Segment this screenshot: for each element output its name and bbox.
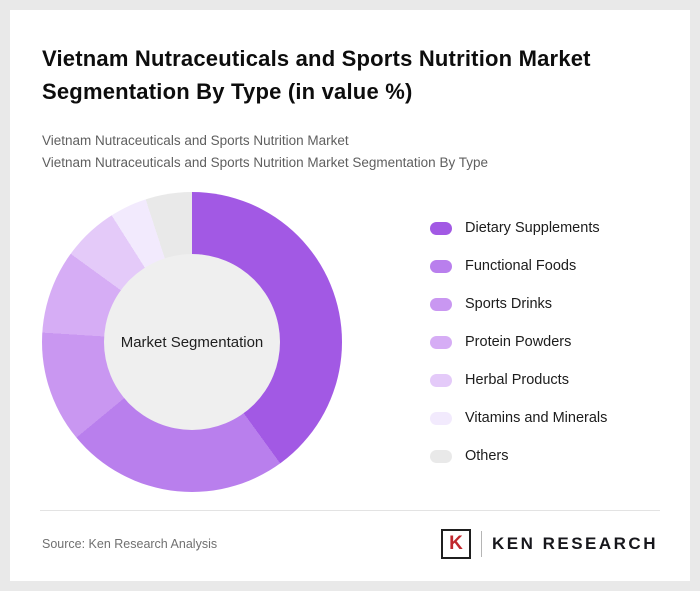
logo-k-monogram: K <box>440 529 471 559</box>
legend-item: Protein Powders <box>430 334 607 350</box>
legend-label: Vitamins and Minerals <box>465 410 608 427</box>
legend: Dietary Supplements Functional Foods Sport… <box>430 220 607 464</box>
page-title: Vietnam Nutraceuticals and Sports Nutrit… <box>42 46 591 104</box>
source-note: Source: Ken Research Analysis <box>42 537 218 551</box>
subtitle-block: Vietnam Nutraceuticals and Sports Nutrit… <box>42 130 660 175</box>
legend-label: Functional Foods <box>465 258 577 275</box>
legend-item: Others <box>430 448 607 464</box>
subtitle-line-1: Vietnam Nutraceuticals and Sports Nutrit… <box>42 133 349 148</box>
legend-swatch <box>430 373 452 387</box>
legend-label: Protein Powders <box>465 334 572 351</box>
donut-center-label: Market Segmentation <box>120 333 264 351</box>
donut-center: Market Segmentation <box>104 254 280 431</box>
ken-research-logo: K KEN RESEARCH <box>440 529 658 559</box>
subtitle-line-2: Vietnam Nutraceuticals and Sports Nutrit… <box>42 155 488 171</box>
footer: Source: Ken Research Analysis K KEN RESE… <box>40 510 660 559</box>
legend-item: Vitamins and Minerals <box>430 410 607 426</box>
legend-swatch <box>430 449 452 463</box>
legend-swatch <box>430 259 452 273</box>
legend-swatch <box>430 335 452 349</box>
legend-item: Functional Foods <box>430 258 607 274</box>
legend-item: Herbal Products <box>430 372 607 388</box>
legend-label: Others <box>465 448 509 465</box>
chart-area: Market Segmentation Dietary Supplements F… <box>40 175 660 510</box>
donut-chart: Market Segmentation <box>42 192 342 493</box>
legend-label: Herbal Products <box>465 372 569 389</box>
legend-swatch <box>430 297 452 311</box>
logo-divider <box>480 531 482 557</box>
legend-label: Dietary Supplements <box>465 220 600 237</box>
legend-label: Sports Drinks <box>465 296 553 313</box>
footer-divider <box>40 510 660 511</box>
legend-item: Dietary Supplements <box>430 220 607 236</box>
report-card: Vietnam Nutraceuticals and Sports Nutrit… <box>10 10 690 581</box>
legend-swatch <box>430 221 452 235</box>
legend-item: Sports Drinks <box>430 296 607 312</box>
legend-swatch <box>430 411 452 425</box>
logo-text: KEN RESEARCH <box>491 534 658 553</box>
